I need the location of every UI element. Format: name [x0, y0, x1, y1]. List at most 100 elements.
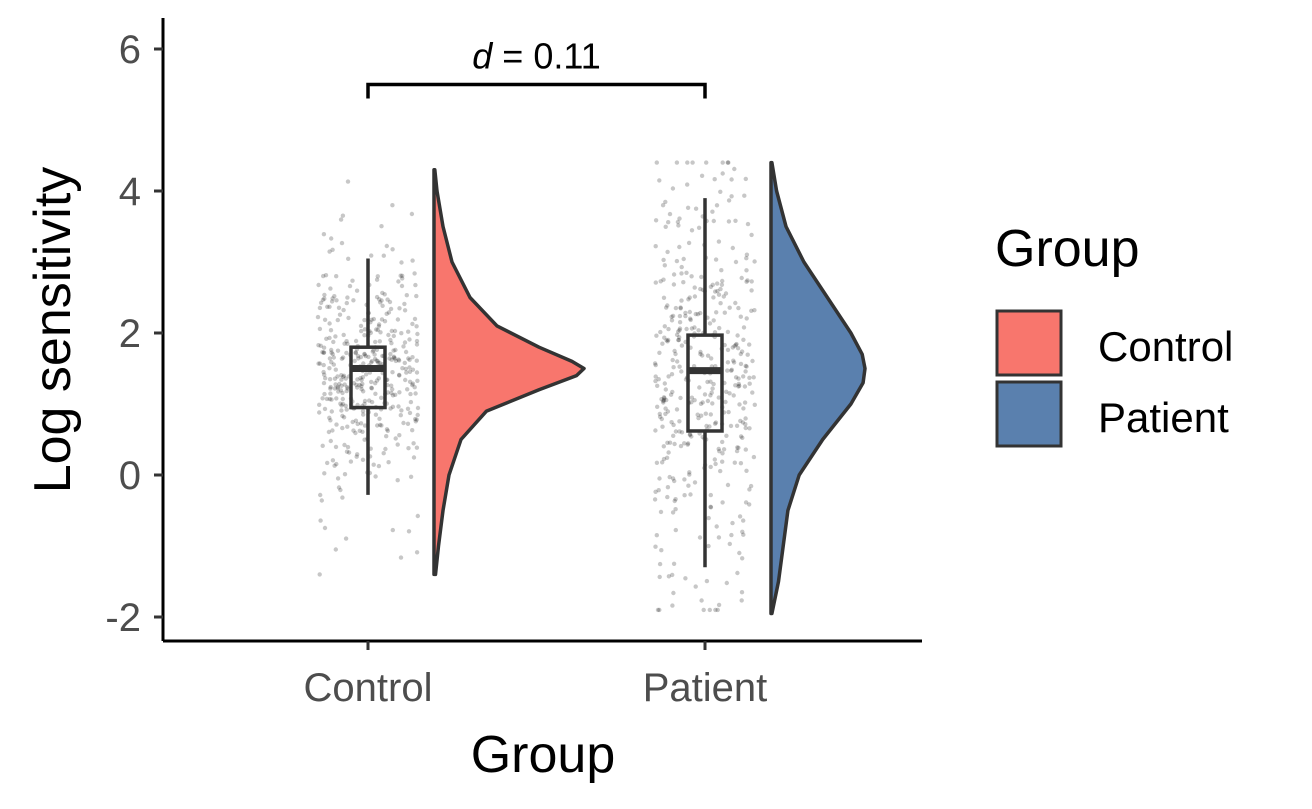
data-point [701, 607, 706, 613]
data-point [408, 474, 414, 479]
data-point [327, 304, 332, 309]
data-point [353, 350, 358, 356]
data-point [332, 386, 338, 391]
data-point [400, 276, 405, 281]
data-point [745, 352, 750, 357]
data-point [316, 282, 321, 288]
data-point [664, 455, 670, 460]
data-point [325, 460, 330, 466]
data-point [389, 328, 394, 334]
data-point [658, 509, 664, 515]
annotation-label: d = 0.11 [472, 36, 600, 77]
data-point [360, 429, 365, 434]
data-point [326, 429, 332, 435]
data-point [733, 383, 738, 388]
data-point [713, 420, 719, 425]
data-point [738, 434, 744, 439]
data-point [407, 410, 413, 416]
data-point [744, 252, 750, 257]
data-point [361, 389, 366, 394]
data-point [369, 253, 374, 258]
data-point [340, 213, 346, 218]
data-point [699, 598, 704, 603]
data-point [661, 398, 667, 403]
data-point [692, 480, 698, 485]
data-point [362, 423, 368, 428]
data-point [410, 321, 415, 327]
data-point [667, 440, 673, 445]
data-point [321, 362, 326, 368]
data-point [671, 433, 676, 438]
data-point [322, 525, 328, 531]
data-point [743, 425, 748, 431]
data-point [730, 520, 735, 526]
data-point [325, 304, 330, 309]
data-point [340, 374, 346, 379]
data-point [403, 366, 408, 372]
data-point [408, 399, 414, 405]
y-tick-label: 2 [119, 312, 141, 356]
data-point [372, 356, 378, 362]
data-point [663, 199, 668, 205]
data-point [697, 535, 703, 540]
data-point [658, 279, 663, 284]
data-point [726, 160, 731, 165]
data-point [670, 389, 675, 395]
data-point [676, 329, 681, 334]
data-point [716, 395, 721, 400]
data-point [708, 492, 713, 498]
data-point [657, 411, 662, 417]
data-point [698, 349, 703, 355]
data-point [390, 203, 395, 208]
data-point [741, 337, 746, 342]
data-point [665, 485, 671, 490]
data-point [737, 514, 743, 519]
data-point [331, 339, 336, 345]
data-point [354, 382, 359, 388]
data-point [673, 507, 678, 512]
data-point [357, 382, 362, 388]
data-point [353, 418, 359, 423]
data-point [389, 341, 394, 346]
data-point [677, 364, 682, 369]
data-point [718, 189, 723, 194]
legend: Group Control Patient [995, 220, 1233, 448]
data-point [342, 442, 347, 448]
data-point [403, 349, 409, 355]
data-point [692, 398, 697, 403]
data-point [662, 263, 667, 268]
data-point [333, 444, 339, 450]
data-point [674, 258, 680, 264]
data-point [387, 299, 393, 305]
data-point [666, 450, 671, 455]
data-point [673, 527, 678, 533]
data-point [686, 297, 691, 302]
data-point [733, 375, 739, 380]
data-point [697, 385, 702, 390]
data-point [752, 308, 757, 313]
data-point [708, 504, 713, 509]
data-point [743, 500, 749, 505]
data-point [681, 280, 686, 285]
data-point [741, 374, 746, 379]
data-point [324, 396, 330, 402]
data-point [703, 411, 708, 416]
data-point [686, 483, 691, 488]
data-point [662, 396, 667, 401]
data-point [712, 177, 717, 182]
data-point [747, 375, 752, 380]
data-point [670, 476, 676, 481]
data-point [411, 441, 416, 446]
data-point [735, 333, 740, 338]
data-point [679, 271, 684, 276]
data-point [330, 296, 335, 301]
data-point [390, 527, 395, 533]
data-point [709, 356, 714, 361]
data-point [721, 447, 727, 452]
plot-layer [315, 160, 867, 616]
data-point [396, 404, 401, 409]
y-tick-label: -2 [105, 596, 141, 640]
data-point [677, 335, 682, 340]
data-point [358, 323, 364, 329]
data-point [720, 500, 725, 505]
